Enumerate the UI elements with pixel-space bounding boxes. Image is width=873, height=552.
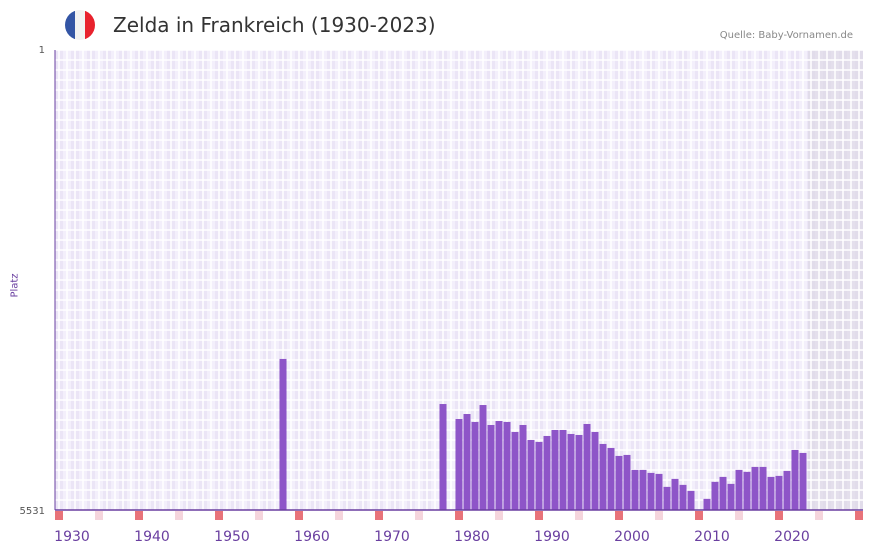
- x-tick-label: 1980: [454, 529, 490, 545]
- bar-1983: [495, 420, 503, 510]
- decade-marker: [135, 511, 143, 520]
- bar-1992: [567, 433, 575, 510]
- bar-2001: [639, 469, 647, 510]
- bar-1979: [463, 414, 471, 510]
- x-tick-label: 1970: [374, 529, 410, 545]
- bar-2009: [703, 498, 711, 510]
- bar-2004: [663, 486, 671, 510]
- bar-2012: [727, 483, 735, 510]
- bar-2006: [679, 484, 687, 510]
- x-tick-label: 1950: [214, 529, 250, 545]
- bar-1991: [559, 429, 567, 510]
- decade-marker: [575, 511, 583, 520]
- x-tick-label: 1990: [534, 529, 570, 545]
- x-tick-label: 1960: [294, 529, 330, 545]
- decade-marker: [735, 511, 743, 520]
- x-tick-label: 2020: [774, 529, 810, 545]
- bar-1981: [479, 405, 487, 510]
- bar-2013: [735, 469, 743, 510]
- bar-1989: [543, 435, 551, 510]
- bar-2020: [791, 449, 799, 510]
- bar-2011: [719, 476, 727, 510]
- decade-marker: [655, 511, 663, 520]
- page-title: Zelda in Frankreich (1930-2023): [113, 13, 436, 37]
- bar-2018: [775, 475, 783, 510]
- source-link[interactable]: Quelle: Baby-Vornamen.de: [719, 30, 853, 41]
- bar-2005: [671, 478, 679, 510]
- bar-1997: [607, 447, 615, 510]
- decade-marker: [535, 511, 543, 520]
- bar-2000: [631, 469, 639, 510]
- decade-marker: [615, 511, 623, 520]
- x-tick-label: 1940: [134, 529, 170, 545]
- bar-2003: [655, 473, 663, 510]
- bar-2021: [799, 452, 807, 510]
- bar-2015: [751, 466, 759, 510]
- bar-1996: [599, 443, 607, 510]
- bar-1999: [623, 454, 631, 510]
- bar-1987: [527, 439, 535, 510]
- bar-1986: [519, 424, 527, 510]
- bar-1994: [583, 423, 591, 510]
- decade-marker: [415, 511, 423, 520]
- bar-1998: [615, 455, 623, 510]
- bar-2017: [767, 476, 775, 510]
- decade-marker: [295, 511, 303, 520]
- decade-marker: [855, 511, 863, 520]
- bar-2019: [783, 470, 791, 510]
- bar-1984: [503, 421, 511, 510]
- decade-marker: [95, 511, 103, 520]
- bar-1980: [471, 421, 479, 510]
- decade-marker: [215, 511, 223, 520]
- bar-1976: [439, 404, 447, 510]
- decade-marker: [815, 511, 823, 520]
- bar-2002: [647, 472, 655, 510]
- bar-1956: [279, 358, 287, 510]
- bar-1995: [591, 431, 599, 510]
- bar-1988: [535, 441, 543, 510]
- decade-marker: [495, 511, 503, 520]
- bar-2010: [711, 481, 719, 510]
- decade-marker: [55, 511, 63, 520]
- bar-1990: [551, 429, 559, 510]
- y-tick-label: 1: [39, 45, 45, 56]
- y-tick-label: 5531: [20, 506, 45, 517]
- france-flag-icon: [65, 10, 95, 40]
- bar-1982: [487, 424, 495, 510]
- bar-1993: [575, 434, 583, 510]
- decade-marker: [335, 511, 343, 520]
- decade-marker: [175, 511, 183, 520]
- x-tick-label: 2010: [694, 529, 730, 545]
- decade-marker: [255, 511, 263, 520]
- decade-marker: [775, 511, 783, 520]
- x-tick-label: 2000: [614, 529, 650, 545]
- x-tick-label: 1930: [54, 529, 90, 545]
- bar-2016: [759, 466, 767, 510]
- bar-1985: [511, 431, 519, 510]
- decade-marker: [455, 511, 463, 520]
- bar-2014: [743, 471, 751, 510]
- bar-1978: [455, 418, 463, 510]
- bar-2007: [687, 490, 695, 510]
- decade-marker: [695, 511, 703, 520]
- decade-marker: [375, 511, 383, 520]
